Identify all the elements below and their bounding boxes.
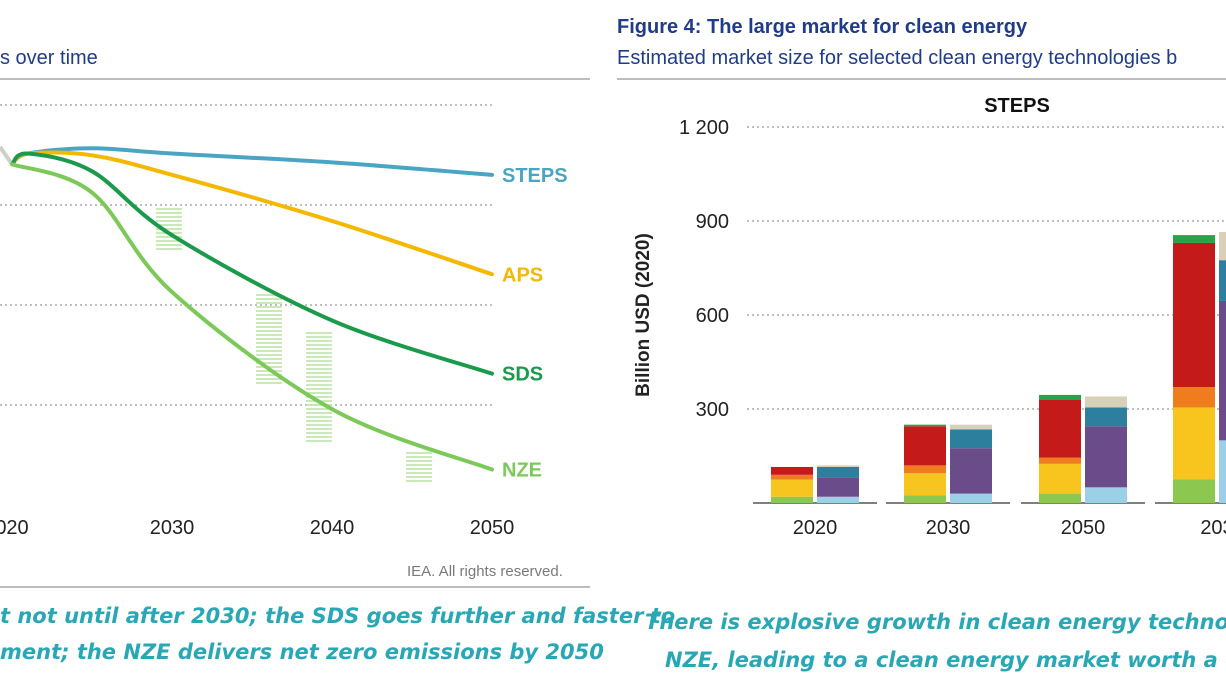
left-caption-line1: t not until after 2030; the SDS goes fur… bbox=[0, 604, 676, 628]
x-tick-label: 2030 bbox=[150, 517, 195, 539]
left-title-rule bbox=[0, 78, 590, 80]
y-tick-label: 300 bbox=[696, 399, 729, 421]
category-label: 2020 bbox=[793, 517, 838, 539]
bar-segment bbox=[1173, 235, 1215, 243]
credit-text: IEA. All rights reserved. bbox=[407, 563, 563, 580]
series-label-sds: SDS bbox=[502, 364, 543, 386]
right-stacked-bars bbox=[771, 231, 1226, 503]
bar-segment bbox=[904, 426, 946, 466]
right-chart-text: 1 200 900 600 300 Billion USD (2020) STEPS 202… bbox=[633, 95, 1226, 539]
x-tick-label: 2050 bbox=[470, 517, 515, 539]
y-axis-label: Billion USD (2020) bbox=[633, 233, 654, 397]
bar-segment bbox=[950, 429, 992, 449]
right-caption-line2: NZE, leading to a clean energy market wo… bbox=[665, 648, 1226, 672]
bar-segment bbox=[1219, 231, 1226, 261]
bar-segment bbox=[1173, 479, 1215, 503]
left-series-labels: STEPS APS SDS NZE bbox=[502, 165, 568, 482]
right-caption-line1: There is explosive growth in clean energ… bbox=[645, 610, 1226, 634]
bar-segment bbox=[1173, 407, 1215, 480]
left-x-ticks: 020 2030 2040 2050 bbox=[0, 517, 514, 539]
bar-segment bbox=[950, 448, 992, 494]
category-label: 203 bbox=[1200, 517, 1226, 539]
left-bottom-rule bbox=[0, 586, 590, 588]
bar-segment bbox=[1085, 407, 1127, 427]
bar-segment bbox=[1039, 457, 1081, 464]
bar-segment bbox=[771, 479, 813, 497]
bar-segment bbox=[817, 465, 859, 467]
y-tick-label: 600 bbox=[696, 305, 729, 327]
bar-segment bbox=[1219, 300, 1226, 441]
right-figure-title: Figure 4: The large market for clean ene… bbox=[617, 16, 1028, 38]
bar-segment bbox=[1173, 242, 1215, 388]
left-series-lines bbox=[0, 145, 494, 472]
series-label-steps: STEPS bbox=[502, 165, 568, 187]
bar-segment bbox=[1039, 493, 1081, 503]
series-label-nze: NZE bbox=[502, 460, 542, 482]
bar-segment bbox=[904, 424, 946, 427]
x-tick-label: 020 bbox=[0, 517, 29, 539]
bar-segment bbox=[771, 496, 813, 503]
series-line-sds bbox=[10, 151, 494, 376]
bar-segment bbox=[1219, 260, 1226, 301]
left-line-chart: STEPS APS SDS NZE 020 2030 2040 2050 bbox=[0, 104, 568, 539]
left-hatch-markers bbox=[156, 208, 432, 482]
bar-segment bbox=[1085, 396, 1127, 408]
left-chart-subtitle: s over time bbox=[0, 47, 98, 69]
panel-label-steps: STEPS bbox=[984, 95, 1050, 117]
category-label: 2050 bbox=[1061, 517, 1106, 539]
bar-segment bbox=[817, 466, 859, 478]
bar-segment bbox=[817, 477, 859, 497]
bar-segment bbox=[1173, 387, 1215, 408]
right-figure-subtitle: Estimated market size for selected clean… bbox=[617, 47, 1178, 69]
bar-segment bbox=[1219, 440, 1226, 503]
bar-segment bbox=[950, 424, 992, 430]
y-tick-label: 900 bbox=[696, 211, 729, 233]
bar-segment bbox=[904, 473, 946, 496]
bar-segment bbox=[771, 474, 813, 480]
historical-stub-line bbox=[0, 145, 14, 166]
bar-segment bbox=[1039, 394, 1081, 400]
right-bar-chart: 1 200 900 600 300 Billion USD (2020) STEPS 202… bbox=[633, 95, 1226, 539]
bar-segment bbox=[771, 466, 813, 475]
series-line-steps bbox=[10, 146, 494, 177]
y-tick-label: 1 200 bbox=[679, 117, 729, 139]
bar-segment bbox=[950, 493, 992, 503]
left-caption-line2: ment; the NZE delivers net zero emission… bbox=[0, 640, 604, 664]
series-label-aps: APS bbox=[502, 264, 543, 286]
x-tick-label: 2040 bbox=[310, 517, 355, 539]
bar-segment bbox=[904, 465, 946, 474]
series-line-nze bbox=[10, 162, 494, 472]
right-title-rule bbox=[617, 78, 1226, 80]
bar-segment bbox=[1085, 426, 1127, 488]
bar-segment bbox=[817, 496, 859, 503]
left-gridlines bbox=[0, 104, 492, 406]
bar-segment bbox=[904, 495, 946, 503]
bar-segment bbox=[1085, 487, 1127, 503]
bar-segment bbox=[1039, 463, 1081, 494]
bar-segment bbox=[1039, 399, 1081, 458]
category-label: 2030 bbox=[926, 517, 971, 539]
